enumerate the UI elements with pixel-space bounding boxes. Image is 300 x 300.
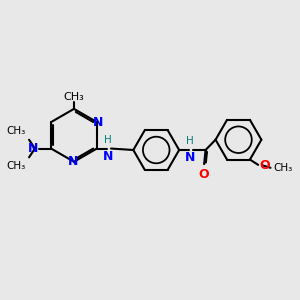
- Text: H: H: [186, 136, 194, 146]
- Text: CH₃: CH₃: [7, 161, 26, 171]
- Text: CH₃: CH₃: [7, 126, 26, 136]
- Text: N: N: [68, 155, 78, 168]
- Text: CH₃: CH₃: [273, 164, 293, 173]
- Text: N: N: [93, 116, 103, 129]
- Text: O: O: [259, 159, 270, 172]
- Text: H: H: [104, 135, 112, 145]
- Text: O: O: [199, 168, 209, 181]
- Text: N: N: [28, 142, 38, 155]
- Text: N: N: [103, 150, 113, 163]
- Text: CH₃: CH₃: [64, 92, 84, 102]
- Text: N: N: [185, 152, 196, 164]
